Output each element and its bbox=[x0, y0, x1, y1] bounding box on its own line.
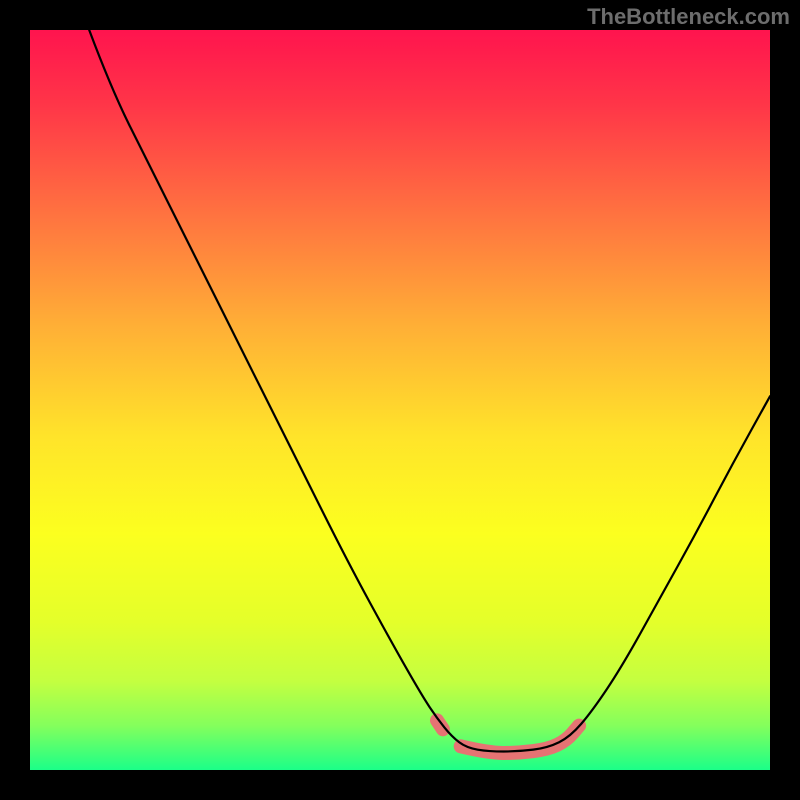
watermark-text: TheBottleneck.com bbox=[587, 4, 790, 30]
plot-area bbox=[30, 30, 770, 770]
gradient-background bbox=[30, 30, 770, 770]
chart-container: TheBottleneck.com bbox=[0, 0, 800, 800]
